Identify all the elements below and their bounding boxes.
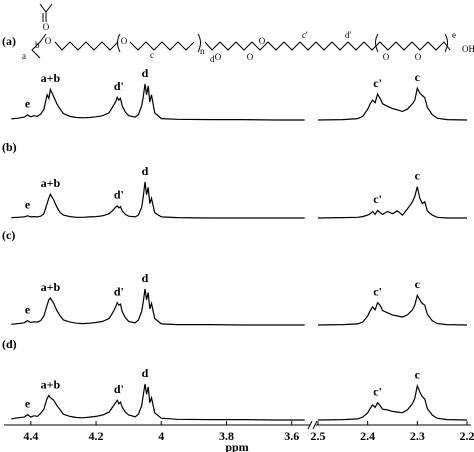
peak-label: d	[142, 271, 149, 285]
proton-label: a	[22, 51, 26, 61]
x-tick-label: 4	[158, 429, 164, 443]
atom-labels: O O O O O O O O OH n a b c d c' d' e	[22, 22, 474, 64]
x-axis-title: ppm	[225, 440, 248, 452]
proton-label: e	[452, 30, 456, 40]
peak-label: c	[415, 277, 421, 291]
panel-label: (c)	[2, 228, 15, 242]
peak-label: c'	[373, 384, 382, 398]
proton-label: d'	[345, 30, 352, 40]
peak-label: d'	[114, 382, 124, 396]
bracket	[375, 33, 448, 53]
hydroxyl: OH	[462, 44, 474, 54]
atom: O	[43, 22, 50, 32]
structure	[31, 3, 451, 59]
peak-label: a+b	[41, 176, 61, 190]
peak-label: c'	[373, 192, 382, 206]
x-tick-label: 2.4	[360, 429, 375, 443]
spectrum	[11, 83, 468, 121]
x-tick-label: 2.3	[410, 429, 425, 443]
peak-label: e	[25, 198, 31, 212]
chain-bond	[129, 41, 195, 51]
bracket	[117, 33, 201, 53]
peak-label: c'	[373, 76, 382, 90]
proton-label: d	[210, 54, 215, 64]
peak-label: e	[25, 97, 31, 111]
x-tick-label: 4.2	[89, 429, 104, 443]
peak-label: e	[25, 396, 31, 410]
peak-label: d'	[114, 79, 124, 93]
chain-bond	[31, 33, 119, 59]
x-tick-label: 3.8	[219, 429, 234, 443]
peak-label: d'	[114, 188, 124, 202]
peak-label: a+b	[41, 280, 61, 294]
panel-label: (b)	[2, 140, 17, 154]
atom: O	[247, 52, 254, 62]
peak-label: a+b	[41, 71, 61, 85]
x-tick-label: 2.5	[311, 429, 326, 443]
panel-label: (a)	[2, 34, 16, 48]
atom: O	[383, 52, 390, 62]
atom: O	[415, 52, 422, 62]
atom: O	[215, 52, 222, 62]
proton-label: b	[35, 40, 40, 50]
axis-break	[307, 420, 318, 430]
atom: O	[45, 36, 52, 46]
peak-label: d	[142, 366, 149, 380]
proton-label: c'	[302, 30, 308, 40]
peak-label: d	[142, 164, 149, 178]
peak-label: c	[415, 168, 421, 182]
peak-label: d	[142, 66, 149, 80]
peak-label: c'	[373, 284, 382, 298]
atom: O	[259, 36, 266, 46]
peak-label: c	[415, 368, 421, 382]
peak-label: c	[415, 70, 421, 84]
chain-bond	[204, 41, 451, 51]
spectrum	[11, 383, 468, 421]
panel-label: (d)	[2, 337, 17, 351]
peak-label: e	[25, 302, 31, 316]
atom: O	[121, 36, 128, 46]
proton-label: c	[150, 50, 154, 60]
spectrum	[11, 181, 467, 219]
peak-label: a+b	[41, 377, 61, 391]
spectrum	[11, 288, 468, 326]
peak-label: d'	[114, 284, 124, 298]
methacrylate-bond	[39, 3, 53, 22]
x-tick-label: 4.4	[23, 429, 38, 443]
x-tick-label: 2.2	[460, 429, 474, 443]
repeat-index: n	[200, 46, 205, 56]
x-tick-label: 3.6	[284, 429, 299, 443]
